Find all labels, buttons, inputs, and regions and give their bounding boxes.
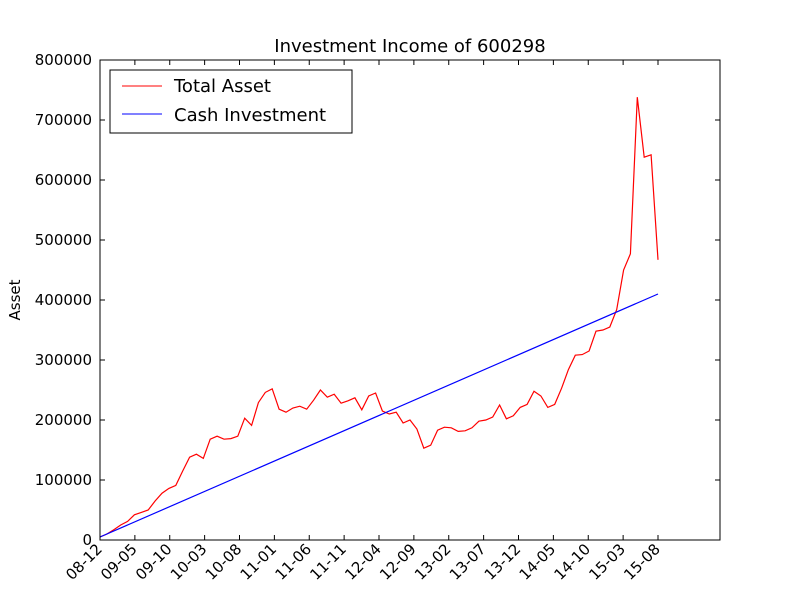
plot-frame: [99, 59, 721, 541]
legend-box: [109, 69, 353, 134]
y-tick-label: 400000: [35, 291, 92, 309]
y-tick-label: 800000: [35, 51, 92, 69]
legend-label-cash-investment: Cash Investment: [174, 105, 326, 126]
legend: Total Asset Cash Investment: [109, 69, 353, 134]
legend-label-total-asset: Total Asset: [173, 76, 271, 97]
y-axis-label: Asset: [6, 279, 24, 320]
series-line-total-asset: [99, 97, 659, 538]
y-tick-label: 700000: [35, 111, 92, 129]
y-axis: 0 100000 200000 300000 400000 500000 600000 700…: [35, 51, 720, 549]
y-tick-label: 500000: [35, 231, 92, 249]
y-tick-label: 600000: [35, 171, 92, 189]
series-line-cash-investment: [99, 293, 659, 538]
plot-area: [99, 97, 659, 538]
y-tick-label: 300000: [35, 351, 92, 369]
y-tick-label: 100000: [35, 471, 92, 489]
chart-title: Investment Income of 600298: [274, 36, 545, 57]
y-tick-label: 0: [82, 531, 92, 549]
y-tick-label: 200000: [35, 411, 92, 429]
